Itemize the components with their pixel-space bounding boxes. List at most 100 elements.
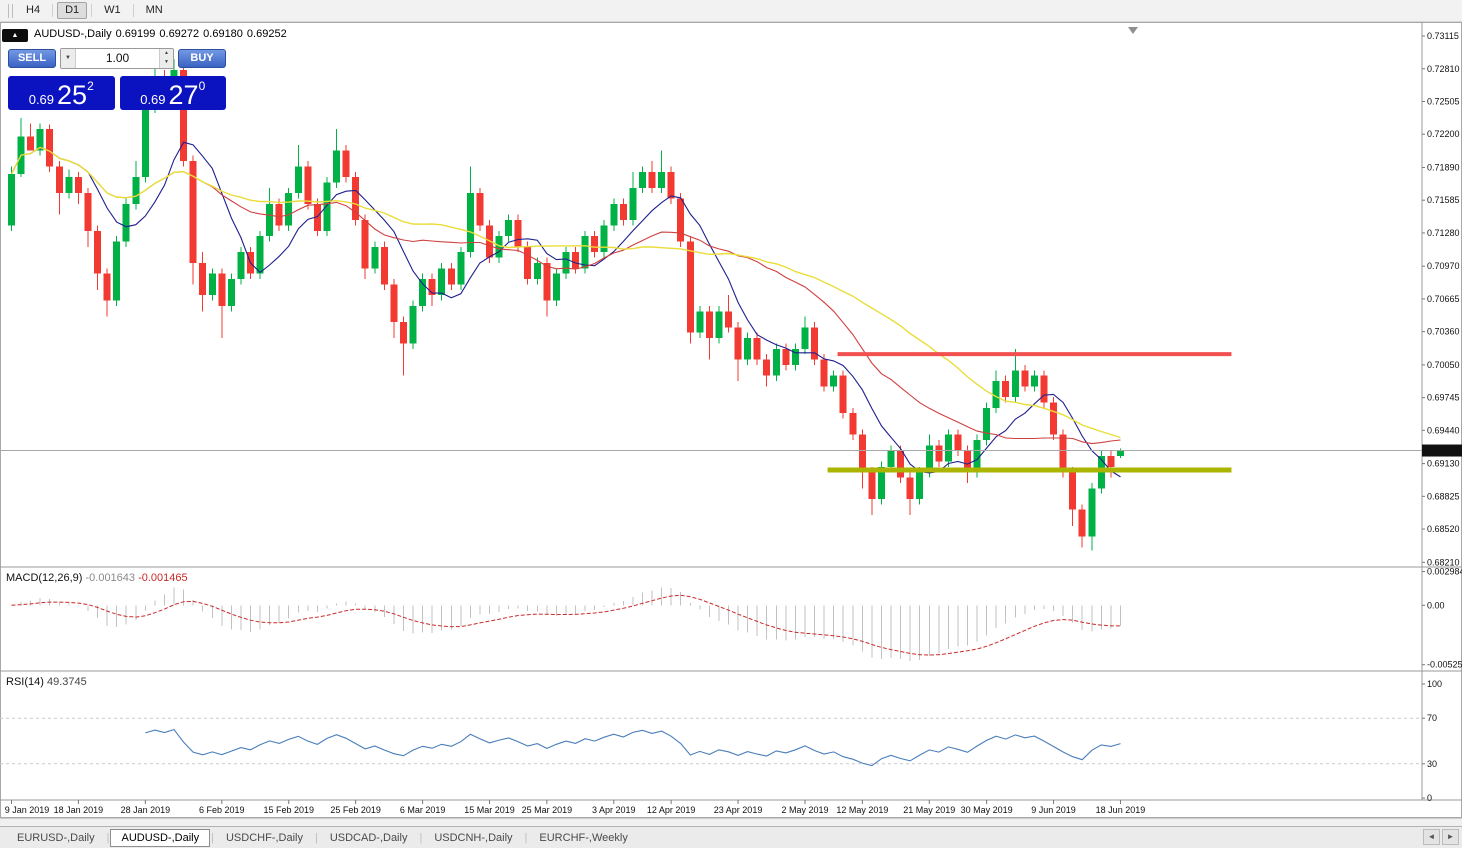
svg-text:0.71890: 0.71890: [1427, 162, 1460, 172]
svg-text:70: 70: [1427, 713, 1437, 723]
sell-price-prefix: 0.69: [28, 91, 55, 107]
svg-text:0.69252: 0.69252: [1426, 446, 1459, 456]
sell-button[interactable]: SELL: [8, 48, 56, 68]
chart-tab-usdcad[interactable]: USDCAD-,Daily: [329, 831, 408, 844]
chart-canvas[interactable]: 0.73115 0.72810 0.72505 0.72200 0.71890 0.715…: [0, 22, 1462, 818]
tab-scroll-nav: ◄ ►: [1423, 829, 1459, 845]
timeframe-button-d1[interactable]: D1: [57, 2, 88, 19]
svg-text:9 Jan 2019: 9 Jan 2019: [5, 805, 50, 815]
tab-scroll-left-button[interactable]: ◄: [1423, 829, 1440, 845]
svg-text:15 Feb 2019: 15 Feb 2019: [263, 805, 314, 815]
current-price-label: [1422, 444, 1462, 457]
svg-text:28 Jan 2019: 28 Jan 2019: [121, 805, 171, 815]
svg-text:25 Feb 2019: 25 Feb 2019: [330, 805, 381, 815]
svg-text:30: 30: [1427, 759, 1437, 769]
svg-text:12 Apr 2019: 12 Apr 2019: [647, 805, 696, 815]
chart-tab-usdchf[interactable]: USDCHF-,Daily: [225, 831, 303, 844]
timeframe-buttons-group: H4 D1 W1 MN: [18, 2, 171, 19]
tab-scroll-right-button[interactable]: ►: [1442, 829, 1459, 845]
sell-price-pip: 2: [87, 79, 94, 93]
volume-decrease-button[interactable]: ▼: [160, 58, 173, 68]
spin-down-icon: ▼: [164, 59, 169, 66]
rsi-label: RSI(14) 49.3745: [6, 676, 87, 688]
svg-text:30 May 2019: 30 May 2019: [961, 805, 1013, 815]
volume-dropdown-button[interactable]: ▼: [61, 48, 76, 68]
chart-tab-eurusd[interactable]: EURUSD-,Daily: [17, 831, 95, 844]
tab-divider: |: [106, 831, 110, 844]
svg-text:0.69440: 0.69440: [1427, 425, 1460, 435]
svg-text:0.73115: 0.73115: [1427, 31, 1459, 41]
ohlc-open: 0.69199: [115, 28, 156, 40]
ohlc-high: 0.69272: [159, 28, 200, 40]
timeframe-button-w1[interactable]: W1: [96, 2, 129, 19]
ohlc-close: 0.69252: [246, 28, 287, 40]
svg-text:0: 0: [1427, 793, 1432, 803]
rsi-axis[interactable]: 100 70 30 0: [1422, 679, 1442, 803]
tab-divider: |: [524, 831, 528, 844]
svg-text:9 Jun 2019: 9 Jun 2019: [1031, 805, 1076, 815]
chart-tabs: EURUSD-,Daily | AUDUSD-,Daily | USDCHF-,Dail…: [6, 828, 639, 847]
toolbar-separator: [91, 4, 93, 17]
svg-text:0.70665: 0.70665: [1427, 294, 1460, 304]
svg-text:0.70360: 0.70360: [1427, 327, 1460, 337]
timeframe-toolbar: H4 D1 W1 MN: [0, 0, 1462, 22]
trade-panel-controls-row: SELL ▼ ▲ ▼ BUY: [8, 47, 226, 69]
chart-hscrollbar[interactable]: [0, 818, 1462, 826]
tab-divider: |: [211, 831, 214, 844]
svg-text:18 Jun 2019: 18 Jun 2019: [1096, 805, 1146, 815]
chart-ohlc-title: AUDUSD-,Daily 0.69199 0.69272 0.69180 0.6925…: [34, 28, 291, 40]
toolbar-drag-handle[interactable]: [8, 3, 13, 18]
svg-text:18 Jan 2019: 18 Jan 2019: [54, 805, 104, 815]
buy-button[interactable]: BUY: [178, 48, 226, 68]
svg-text:0.72810: 0.72810: [1427, 64, 1460, 74]
svg-text:0.71280: 0.71280: [1427, 228, 1460, 238]
buy-price-display[interactable]: 0.69 27 0: [119, 76, 226, 110]
one-click-panel-toggle-button[interactable]: ▲: [2, 29, 28, 42]
macd-signal-line: [11, 594, 1121, 656]
toolbar-separator: [132, 4, 134, 17]
shift-end-marker-icon[interactable]: [1128, 27, 1138, 34]
sell-price-big: 25: [57, 80, 88, 110]
ohlc-symbol: AUDUSD-,Daily: [34, 28, 112, 40]
volume-increase-button[interactable]: ▲: [160, 48, 173, 58]
time-axis[interactable]: 9 Jan 2019 18 Jan 2019 28 Jan 2019 6 Feb 20…: [5, 800, 1146, 815]
svg-text:100: 100: [1427, 679, 1442, 689]
svg-text:21 May 2019: 21 May 2019: [903, 805, 955, 815]
svg-text:0.68210: 0.68210: [1427, 557, 1460, 567]
chart-tab-eurchf[interactable]: EURCHF-,Weekly: [539, 831, 628, 844]
buy-price-prefix: 0.69: [140, 91, 166, 107]
price-axis[interactable]: 0.73115 0.72810 0.72505 0.72200 0.71890 0.715…: [1422, 31, 1462, 567]
svg-text:0.71585: 0.71585: [1427, 195, 1460, 205]
chart-window-frame: [0, 22, 1462, 818]
timeframe-button-h4[interactable]: H4: [18, 2, 48, 19]
svg-text:23 Apr 2019: 23 Apr 2019: [714, 805, 763, 815]
chart-tab-usdcnh[interactable]: USDCNH-,Daily: [434, 831, 513, 844]
tab-divider: |: [314, 831, 318, 844]
volume-control: ▼ ▲ ▼: [60, 47, 174, 69]
chevron-down-icon: ▼: [65, 55, 71, 61]
toolbar-separator: [52, 4, 54, 17]
sell-price-display[interactable]: 0.69 25 2: [8, 76, 115, 110]
macd-histogram: [20, 587, 1121, 662]
chart-tabs-bar: EURUSD-,Daily | AUDUSD-,Daily | USDCHF-,Dail…: [0, 826, 1462, 848]
svg-text:0.00: 0.00: [1427, 600, 1445, 610]
svg-text:0.72505: 0.72505: [1427, 96, 1460, 106]
volume-input[interactable]: [76, 48, 159, 68]
ohlc-low: 0.69180: [203, 28, 243, 40]
candlestick-series: [8, 53, 1124, 551]
svg-text:12 May 2019: 12 May 2019: [836, 805, 888, 815]
svg-text:0.68520: 0.68520: [1427, 524, 1460, 534]
svg-text:0.70050: 0.70050: [1427, 360, 1460, 370]
chart-tab-audusd[interactable]: AUDUSD-,Daily: [110, 828, 211, 847]
macd-axis[interactable]: 0.002984 0.00 -0.005256: [1422, 567, 1462, 670]
svg-text:0.69745: 0.69745: [1427, 393, 1460, 403]
collapse-arrow-icon: ▲: [11, 32, 19, 39]
svg-text:6 Feb 2019: 6 Feb 2019: [199, 805, 245, 815]
svg-text:3 Apr 2019: 3 Apr 2019: [592, 805, 636, 815]
svg-text:0.68825: 0.68825: [1427, 491, 1460, 501]
timeframe-button-mn[interactable]: MN: [138, 2, 171, 19]
svg-text:-0.005256: -0.005256: [1427, 660, 1462, 670]
svg-text:15 Mar 2019: 15 Mar 2019: [464, 805, 515, 815]
